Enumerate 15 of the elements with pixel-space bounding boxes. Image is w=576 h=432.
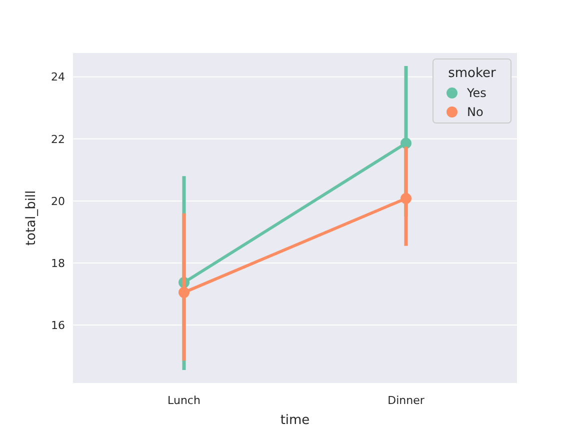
legend-title: smoker (448, 66, 497, 81)
x-axis-title: time (280, 413, 310, 428)
y-tick-label: 24 (51, 70, 65, 84)
legend-label: No (467, 105, 484, 120)
y-axis-title: total_bill (24, 190, 39, 246)
y-tick-label: 16 (51, 318, 65, 332)
y-tick-label: 22 (51, 132, 65, 146)
point (400, 192, 412, 204)
y-tick-label: 20 (51, 194, 65, 208)
point (178, 286, 190, 298)
x-tick-label: Lunch (168, 394, 200, 407)
x-tick-label: Dinner (388, 394, 425, 407)
point (400, 138, 412, 149)
legend-label: Yes (466, 86, 486, 100)
y-tick-label: 18 (51, 256, 65, 270)
